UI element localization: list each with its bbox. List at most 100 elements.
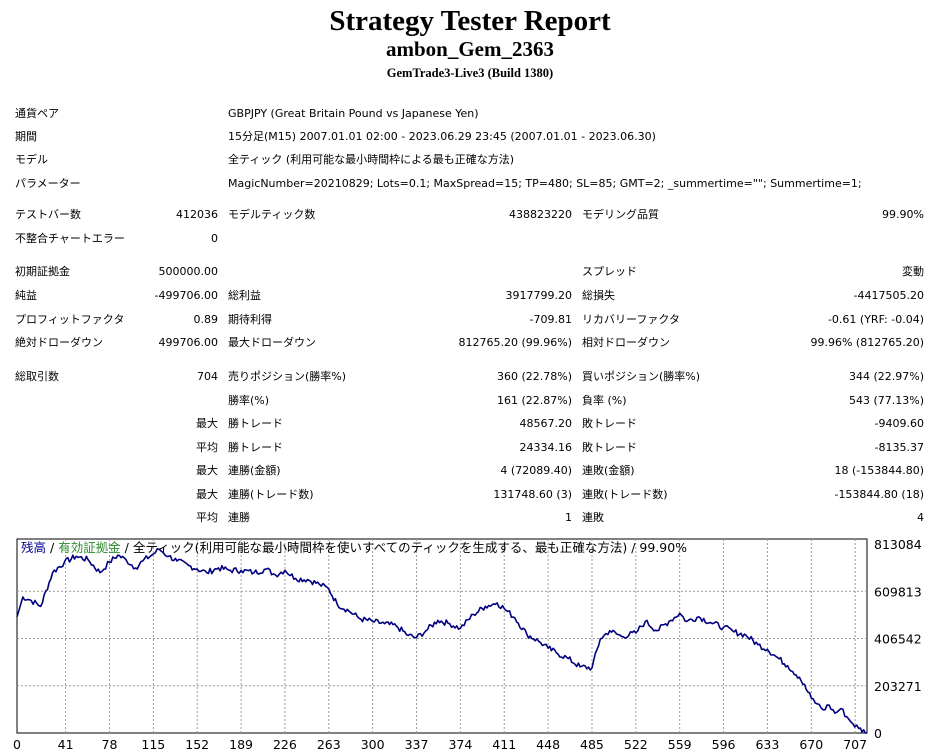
expected-payoff-value: -709.81: [529, 313, 572, 326]
initial-deposit-value: 500000.00: [158, 265, 219, 278]
x-tick-label: 152: [185, 737, 209, 752]
y-tick-label: 0: [874, 726, 882, 741]
loss-trades-value: 543 (77.13%): [848, 394, 924, 407]
parameters-value: MagicNumber=20210829; Lots=0.1; MaxSprea…: [228, 177, 862, 190]
recovery-factor-label: リカバリーファクタ: [582, 313, 680, 326]
average-win-label: 勝トレード: [228, 441, 283, 454]
spread-label: スプレッド: [582, 265, 637, 278]
mismatch-errors-value: 0: [211, 232, 218, 245]
consec-wins-money-value: 4 (72089.40): [500, 464, 572, 477]
gross-profit-value: 3917799.20: [505, 289, 572, 302]
consec-wins-trades-label: 連勝(トレード数): [228, 488, 314, 501]
avg-consec-prefix: 平均: [196, 511, 218, 524]
x-tick-label: 78: [102, 737, 118, 752]
spread-value: 変動: [902, 265, 924, 278]
total-trades-value: 704: [197, 370, 218, 383]
currency-pair-value: GBPJPY (Great Britain Pound vs Japanese …: [228, 107, 479, 120]
period-label: 期間: [15, 130, 37, 143]
profit-trades-label: 勝率(%): [228, 394, 270, 407]
consec-losses-money-label: 連敗(金額): [582, 464, 635, 477]
x-tick-label: 115: [141, 737, 165, 752]
balance-chart: 残高 / 有効証拠金 / 全ティック(利用可能な最小時間枠を使いすべてのティック…: [13, 537, 922, 752]
x-tick-label: 559: [668, 737, 692, 752]
x-tick-label: 337: [405, 737, 429, 752]
total-trades-label: 総取引数: [15, 370, 59, 383]
relative-drawdown-value: 99.96% (812765.20): [810, 336, 924, 349]
model-ticks-label: モデルティック数: [228, 208, 316, 221]
ea-name: ambon_Gem_2363: [386, 37, 554, 61]
net-profit-label: 純益: [15, 289, 37, 302]
max-consec-money-prefix: 最大: [196, 464, 218, 477]
x-tick-label: 41: [58, 737, 74, 752]
gross-profit-label: 総利益: [228, 289, 261, 302]
relative-drawdown-label: 相対ドローダウン: [582, 336, 670, 349]
largest-prefix: 最大: [196, 417, 218, 430]
x-tick-label: 596: [712, 737, 736, 752]
recovery-factor-value: -0.61 (YRF: -0.04): [827, 313, 924, 326]
profit-factor-value: 0.89: [193, 313, 219, 326]
balance-line: [16, 548, 867, 734]
x-tick-label: 300: [361, 737, 385, 752]
profit-factor-label: プロフィットファクタ: [15, 313, 125, 326]
x-tick-label: 411: [492, 737, 516, 752]
absolute-drawdown-value: 499706.00: [158, 336, 219, 349]
loss-trades-label: 負率 (%): [582, 394, 627, 407]
x-tick-label: 633: [755, 737, 779, 752]
average-loss-label: 敗トレード: [582, 441, 637, 454]
server-build: GemTrade3-Live3 (Build 1380): [386, 66, 554, 80]
x-tick-label: 226: [273, 737, 297, 752]
x-tick-label: 707: [843, 737, 867, 752]
average-win-value: 24334.16: [519, 441, 573, 454]
report-title: Strategy Tester Report: [329, 5, 611, 37]
x-tick-label: 0: [13, 737, 21, 752]
short-positions-label: 売りポジション(勝率%): [228, 370, 347, 383]
currency-pair-label: 通貨ペア: [15, 107, 59, 120]
mismatch-errors-label: 不整合チャートエラー: [15, 232, 125, 245]
long-positions-value: 344 (22.97%): [848, 370, 924, 383]
avg-consec-wins-value: 1: [565, 511, 572, 524]
avg-consec-wins-label: 連勝: [228, 511, 250, 524]
x-tick-label: 485: [580, 737, 604, 752]
expected-payoff-label: 期待利得: [228, 313, 272, 326]
parameters-label: パラメーター: [15, 177, 81, 190]
y-tick-label: 813084: [874, 537, 922, 552]
model-ticks-value: 438823220: [509, 208, 572, 221]
test-bars-label: テストバー数: [15, 208, 81, 221]
long-positions-label: 買いポジション(勝率%): [582, 370, 701, 383]
net-profit-value: -499706.00: [154, 289, 218, 302]
absolute-drawdown-label: 絶対ドローダウン: [15, 336, 103, 349]
largest-loss-value: -9409.60: [874, 417, 924, 430]
y-tick-label: 203271: [874, 679, 922, 694]
gross-loss-label: 総損失: [582, 289, 615, 302]
maximal-drawdown-value: 812765.20 (99.96%): [458, 336, 572, 349]
x-tick-label: 189: [229, 737, 253, 752]
modeling-quality-value: 99.90%: [882, 208, 924, 221]
largest-win-label: 勝トレード: [228, 417, 283, 430]
chart-title-sep: /: [46, 540, 58, 555]
largest-win-value: 48567.20: [519, 417, 573, 430]
model-label: モデル: [15, 153, 48, 166]
chart-title-balance: 残高: [21, 540, 46, 555]
consec-wins-money-label: 連勝(金額): [228, 464, 281, 477]
model-value: 全ティック (利用可能な最小時間枠による最も正確な方法): [228, 153, 515, 166]
chart-title: 残高 / 有効証拠金 / 全ティック(利用可能な最小時間枠を使いすべてのティック…: [21, 540, 687, 555]
consec-wins-trades-value: 131748.60 (3): [493, 488, 572, 501]
x-tick-label: 522: [624, 737, 648, 752]
modeling-quality-label: モデリング品質: [582, 208, 659, 221]
maximal-drawdown-label: 最大ドローダウン: [228, 336, 316, 349]
x-tick-label: 448: [536, 737, 560, 752]
period-value: 15分足(M15) 2007.01.01 02:00 - 2023.06.29 …: [228, 130, 656, 143]
y-tick-label: 609813: [874, 584, 922, 599]
initial-deposit-label: 初期証拠金: [15, 265, 70, 278]
x-tick-label: 670: [799, 737, 823, 752]
consec-losses-money-value: 18 (-153844.80): [834, 464, 924, 477]
x-tick-label: 374: [448, 737, 472, 752]
consec-losses-trades-label: 連敗(トレード数): [582, 488, 668, 501]
consec-losses-trades-value: -153844.80 (18): [834, 488, 924, 501]
profit-trades-value: 161 (22.87%): [496, 394, 572, 407]
average-prefix: 平均: [196, 441, 218, 454]
gross-loss-value: -4417505.20: [853, 289, 924, 302]
avg-consec-losses-value: 4: [917, 511, 924, 524]
chart-title-rest: / 全ティック(利用可能な最小時間枠を使いすべてのティックを生成する、最も正確な…: [121, 540, 687, 555]
chart-title-equity: 有効証拠金: [58, 540, 121, 555]
